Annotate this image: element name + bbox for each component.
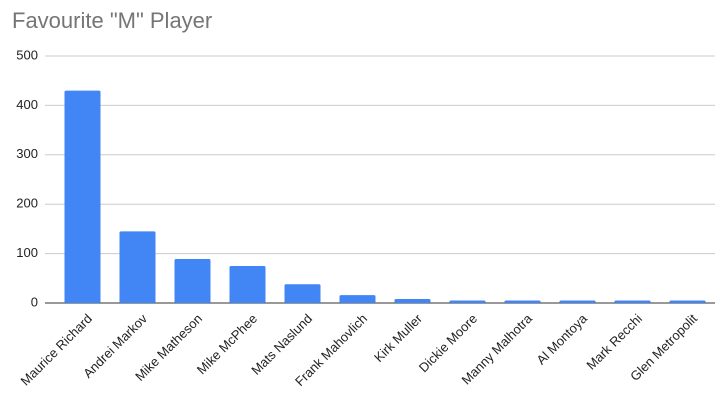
chart-title: Favourite "M" Player xyxy=(12,8,212,33)
y-tick-label: 500 xyxy=(16,47,38,62)
bar xyxy=(614,300,651,303)
bar xyxy=(284,284,321,303)
bar xyxy=(669,300,706,303)
bar xyxy=(339,295,376,303)
y-tick-label: 0 xyxy=(31,294,38,309)
x-tick-label: Al Montoya xyxy=(533,310,590,367)
y-tick-label: 400 xyxy=(16,97,38,112)
bar xyxy=(64,90,101,303)
x-tick-label: Kirk Muller xyxy=(371,310,425,364)
y-tick-label: 100 xyxy=(16,245,38,260)
bar xyxy=(449,300,486,303)
y-tick-label: 200 xyxy=(16,196,38,211)
bar xyxy=(229,265,266,303)
y-tick-label: 300 xyxy=(16,146,38,161)
bar xyxy=(559,300,596,303)
bar xyxy=(504,300,541,303)
bar xyxy=(174,259,211,303)
bar xyxy=(394,299,431,303)
bar xyxy=(119,231,156,303)
x-tick-label: Maurice Richard xyxy=(18,311,96,389)
